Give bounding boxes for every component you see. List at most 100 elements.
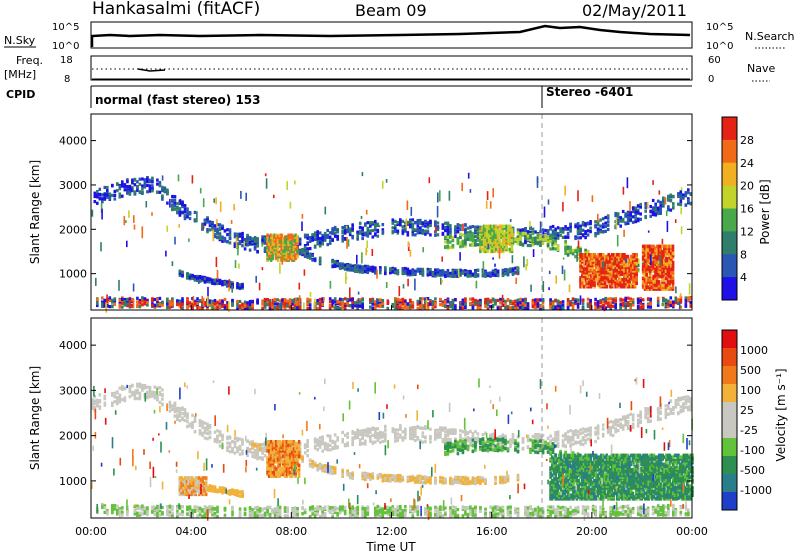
power-echo-marks [91, 172, 693, 313]
power-echo [211, 278, 214, 282]
power-echo [246, 306, 249, 310]
power-echo [374, 266, 377, 270]
power-echo [641, 276, 645, 281]
power-echo [556, 236, 560, 240]
power-echo [464, 273, 467, 277]
power-echo [524, 301, 527, 305]
power-echo [476, 234, 480, 238]
power-echo [644, 202, 647, 206]
power-echo [511, 255, 514, 264]
power-echo [556, 244, 560, 248]
power-echo [614, 260, 617, 264]
power-echo [341, 305, 344, 309]
power-echo [480, 235, 484, 239]
power-echo [484, 300, 487, 305]
power-echo [437, 192, 439, 203]
power-echo [236, 307, 239, 311]
power-echo [461, 233, 465, 237]
power-echo [118, 187, 122, 191]
power-echo [643, 258, 647, 263]
power-echo [341, 230, 344, 234]
power-echo [546, 240, 550, 244]
power-echo [476, 227, 480, 231]
power-echo [646, 297, 650, 301]
power-echo [216, 219, 218, 227]
power-echo [679, 305, 683, 309]
freq-top-tick: 18 [60, 55, 73, 66]
power-echo [484, 271, 487, 275]
power-echo [351, 223, 354, 227]
power-echo [666, 257, 670, 261]
power-echo [491, 305, 495, 309]
power-echo [654, 264, 657, 268]
power-echo [464, 230, 467, 234]
power-echo [487, 245, 491, 250]
power-echo [165, 250, 167, 257]
power-echo [211, 281, 214, 285]
power-echo [136, 185, 139, 189]
power-echo [602, 253, 605, 257]
station-title: Hankasalmi (fitACF) [92, 0, 260, 19]
power-echo [588, 267, 591, 271]
power-echo [539, 298, 542, 302]
power-echo [426, 225, 430, 229]
power-echo [289, 249, 292, 254]
power-echo [656, 301, 660, 305]
power-echo [645, 244, 648, 249]
power-echo [361, 266, 364, 270]
power-echo [266, 233, 269, 238]
power-echo [113, 193, 117, 197]
power-echo [379, 271, 382, 275]
power-echo [669, 304, 673, 308]
power-echo [221, 304, 224, 308]
power-echo [471, 240, 475, 244]
power-echo [303, 302, 305, 310]
power-echo [216, 278, 219, 282]
power-echo [604, 221, 607, 225]
power-echo [321, 242, 324, 246]
power-echo [521, 302, 525, 306]
power-echo [346, 297, 349, 302]
power-echo [617, 256, 621, 261]
power-echo [216, 236, 219, 240]
power-echo [416, 227, 420, 231]
power-echo [126, 302, 129, 306]
power-echo [576, 303, 580, 307]
power-echo [444, 270, 447, 275]
power-echo [602, 256, 605, 261]
power-echo [203, 303, 207, 307]
power-echo [118, 192, 122, 196]
power-echo [213, 226, 217, 231]
power-echo [143, 180, 147, 184]
power-echo [405, 218, 408, 229]
power-echo [449, 240, 452, 244]
power-echo [576, 232, 580, 236]
power-echo [328, 299, 332, 303]
power-echo [131, 304, 134, 309]
power-echo [606, 227, 610, 232]
power-echo [684, 296, 688, 300]
power-echo [489, 228, 493, 232]
power-echo [631, 276, 635, 280]
power-echo [191, 175, 194, 184]
power-echo [672, 303, 675, 307]
power-echo [564, 246, 567, 250]
power-echo [281, 305, 284, 309]
power-echo [529, 234, 532, 238]
power-echo [401, 230, 405, 234]
power-echo [667, 305, 670, 309]
power-echo [510, 244, 514, 248]
power-echo [579, 276, 582, 280]
power-echo [424, 224, 427, 228]
power-echo [594, 306, 597, 310]
power-echo [582, 263, 586, 268]
power-echo [582, 253, 586, 257]
power-echo [514, 307, 517, 311]
power-echo [146, 179, 149, 184]
power-echo [113, 297, 117, 301]
power-echo [269, 247, 273, 252]
power-echo [574, 225, 577, 229]
power-echo [609, 256, 612, 261]
power-echo [263, 301, 267, 305]
power-echo [672, 205, 675, 209]
